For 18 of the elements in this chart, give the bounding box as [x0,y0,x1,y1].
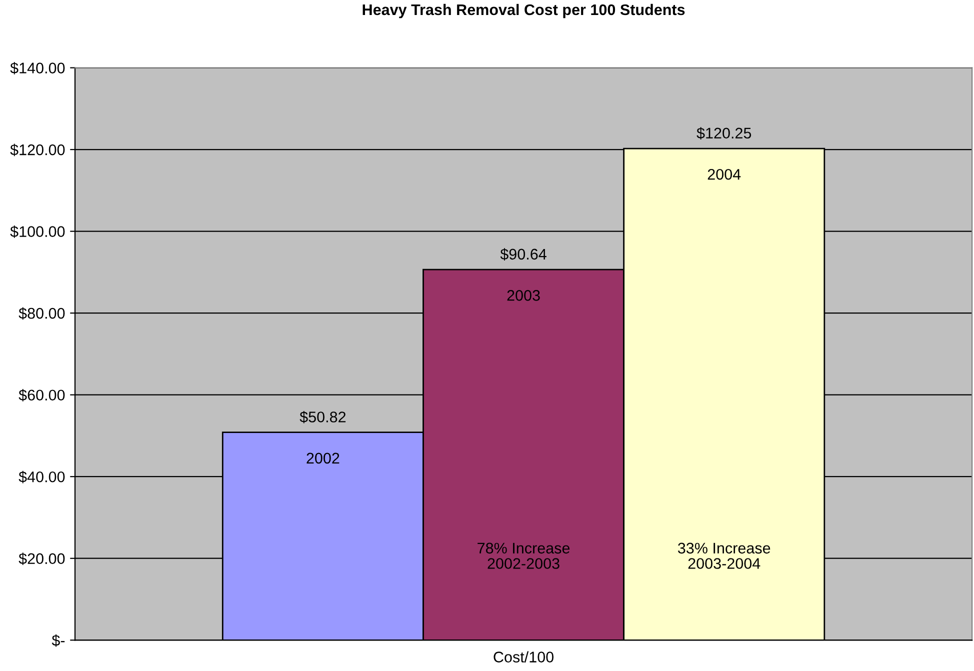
y-tick-label: $20.00 [18,552,65,565]
chart-title: Heavy Trash Removal Cost per 100 Students [362,4,685,18]
y-tick-label: $140.00 [10,62,65,74]
series-label: 2003 [507,290,540,301]
y-tick-label: $120.00 [10,144,65,156]
y-tick-label: $40.00 [18,470,65,484]
annotation: 78% Increase 2002-2003 [478,542,570,569]
x-tick-label: Cost/100 [494,651,554,662]
series-label: 2002 [306,452,340,464]
data-label: $90.64 [500,248,546,261]
annotation: 33% Increase 2003-2004 [678,542,770,569]
y-tick-label: $100.00 [10,226,65,238]
series-label: 2004 [708,168,741,180]
y-tick-label: $80.00 [18,307,65,320]
data-label: $50.82 [300,410,346,424]
y-tick-label: $- [52,634,65,647]
y-tick-label: $60.00 [18,389,65,402]
data-label: $120.25 [696,127,752,140]
